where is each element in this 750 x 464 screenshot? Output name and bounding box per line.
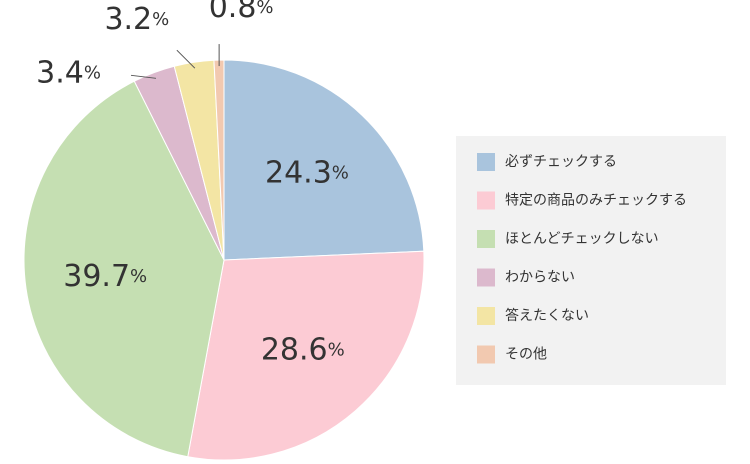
- data-label: 3.2%: [104, 2, 169, 37]
- data-label: 0.8%: [209, 0, 274, 25]
- legend-swatch: [477, 191, 495, 210]
- leader-line: [130, 74, 157, 79]
- legend-swatch: [477, 307, 495, 325]
- legend-swatch: [477, 345, 495, 364]
- legend-label: 答えたくない: [505, 307, 589, 324]
- leader-line: [176, 49, 196, 69]
- pie-slice: [23, 80, 225, 458]
- legend-label: 特定の商品のみチェックする: [505, 193, 687, 209]
- pie-slice: [187, 250, 425, 461]
- data-label: 24.3%: [265, 155, 349, 190]
- legend-swatch: [477, 153, 495, 171]
- legend-label: ほとんどチェックしない: [505, 231, 659, 247]
- legend-swatch: [477, 230, 495, 248]
- legend-box: [456, 136, 726, 385]
- data-label: 28.6%: [261, 332, 345, 367]
- data-label: 39.7%: [63, 258, 147, 293]
- data-label: 3.4%: [36, 55, 101, 90]
- legend-label: わからない: [505, 270, 575, 286]
- pie-slice: [223, 59, 425, 261]
- legend-swatch: [477, 268, 495, 287]
- legend-label: その他: [505, 347, 547, 363]
- legend-label: 必ずチェックする: [505, 154, 617, 170]
